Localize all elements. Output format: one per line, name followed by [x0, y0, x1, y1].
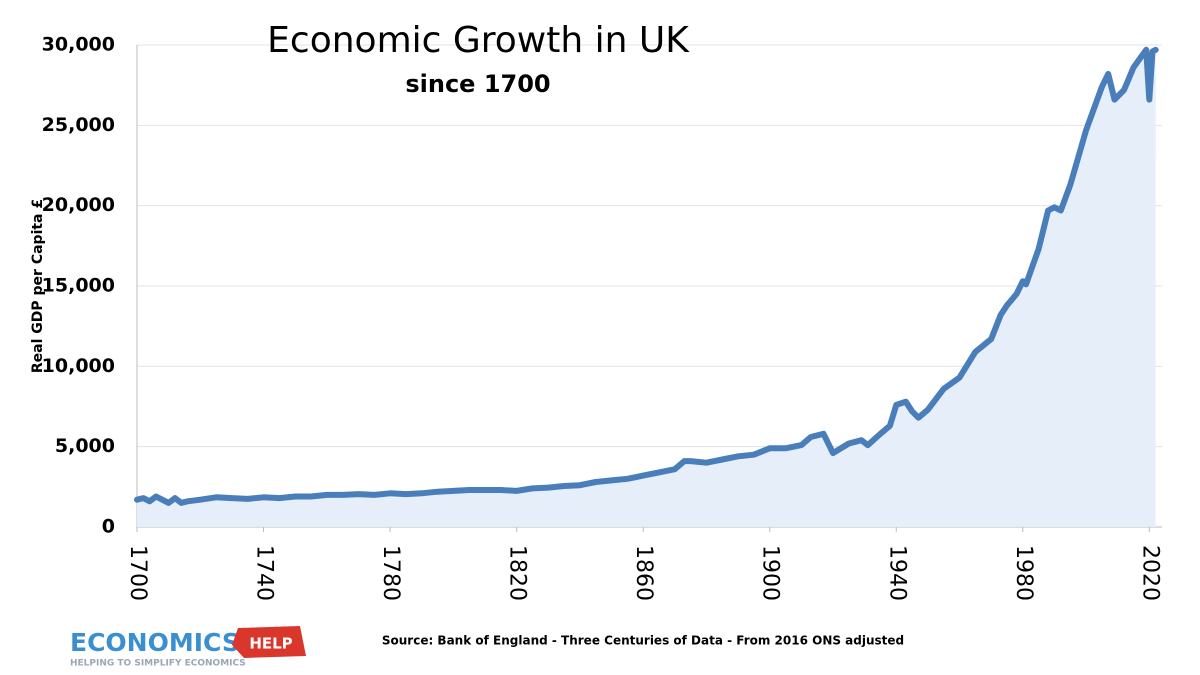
chart-subtitle: since 1700 — [405, 70, 550, 98]
source-note: Source: Bank of England - Three Centurie… — [382, 634, 904, 648]
y-tick-label: 0 — [102, 516, 115, 538]
logo-name: ECONOMICS — [70, 628, 240, 657]
logo-tag-text: HELP — [249, 635, 292, 653]
x-tick-label: 1700 — [125, 545, 150, 601]
y-tick-label: 30,000 — [42, 34, 115, 56]
y-tick-label: 5,000 — [55, 435, 115, 457]
chart-title: Economic Growth in UK — [267, 20, 690, 61]
x-tick-label: 1940 — [884, 545, 909, 601]
x-tick-label: 2020 — [1137, 545, 1162, 601]
logo-tag — [232, 626, 306, 658]
x-tick-label: 1780 — [378, 545, 403, 601]
y-axis-label: Real GDP per Capita £ — [30, 199, 46, 373]
logo-tagline: HELPING TO SIMPLIFY ECONOMICS — [70, 659, 246, 669]
x-tick-label: 1980 — [1011, 545, 1036, 601]
area — [137, 49, 1156, 528]
y-tick-label: 25,000 — [42, 114, 115, 136]
x-tick-label: 1900 — [758, 545, 783, 601]
x-tick-label: 1740 — [252, 545, 277, 601]
y-tick-label: 15,000 — [42, 275, 115, 297]
y-tick-label: 20,000 — [42, 194, 115, 216]
line — [134, 46, 1159, 506]
y-tick-label: 10,000 — [42, 355, 115, 377]
x-tick-label: 1820 — [505, 545, 530, 601]
x-tick-label: 1860 — [631, 545, 656, 601]
